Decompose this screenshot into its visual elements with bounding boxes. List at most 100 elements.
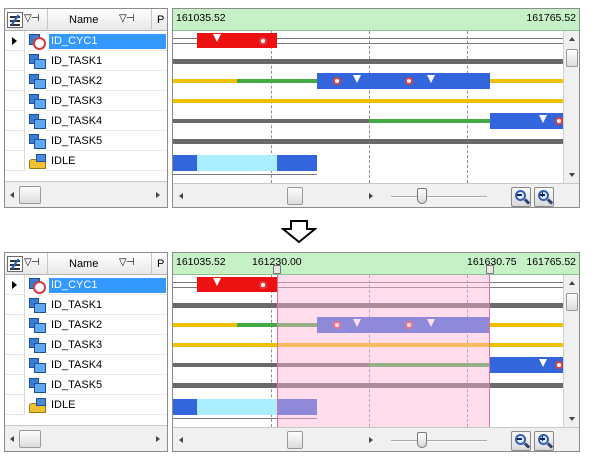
scroll-right-icon[interactable] [156, 436, 160, 442]
task-row-id-task4[interactable]: ID_TASK4 [5, 111, 167, 131]
trace-plot-area[interactable] [173, 31, 563, 183]
name-filter-pin-icon[interactable]: ▽⊣ [119, 257, 134, 268]
scroll-left-icon[interactable] [179, 437, 183, 443]
ready-state-bar[interactable] [237, 79, 317, 83]
zoom-slider-track[interactable] [391, 196, 487, 198]
column-divider[interactable] [151, 253, 152, 275]
ready-state-bar[interactable] [369, 119, 490, 123]
task-row-id-task3[interactable]: ID_TASK3 [5, 91, 167, 111]
task-icon [29, 134, 46, 149]
time-ruler[interactable]: 161035.52 161230.00 161630.75 161765.52 [173, 253, 579, 275]
idle-running-bar[interactable] [277, 155, 317, 171]
dormant-state-bar[interactable] [173, 139, 563, 144]
scroll-right-icon[interactable] [156, 192, 160, 198]
task-name: ID_TASK1 [51, 55, 103, 67]
dormant-state-bar[interactable] [173, 383, 563, 388]
scroll-left-icon[interactable] [10, 436, 14, 442]
zoom-in-button[interactable] [534, 431, 554, 451]
idle-running-bar[interactable] [277, 399, 317, 415]
waiting-state-bar[interactable] [490, 323, 563, 327]
timeline-chart: 161035.52 161765.52 [172, 8, 580, 208]
scrollbar-thumb[interactable] [19, 186, 41, 204]
task-name: ID_TASK3 [51, 95, 103, 107]
scroll-left-icon[interactable] [10, 192, 14, 198]
dormant-state-bar[interactable] [173, 119, 369, 123]
column-divider[interactable] [47, 253, 48, 275]
task-row-id-cyc1[interactable]: ID_CYC1 [5, 275, 167, 295]
trace-plot-area[interactable] [173, 275, 563, 427]
marker-2-handle[interactable] [486, 265, 494, 274]
scrollbar-thumb[interactable] [287, 187, 303, 205]
waiting-state-bar[interactable] [173, 79, 237, 83]
scrollbar-thumb[interactable] [287, 431, 303, 449]
zoom-slider-track[interactable] [391, 440, 487, 442]
running-state-bar[interactable] [490, 357, 563, 373]
task-row-id-task5[interactable]: ID_TASK5 [5, 375, 167, 395]
task-icon [29, 114, 46, 129]
time-ruler[interactable]: 161035.52 161765.52 [173, 9, 579, 31]
idle-light-bar[interactable] [197, 155, 277, 171]
cyclic-handler-icon [29, 278, 46, 294]
name-column-header[interactable]: Name [69, 258, 99, 270]
grid-line [271, 275, 272, 427]
scroll-right-icon[interactable] [369, 193, 373, 199]
idle-light-bar[interactable] [197, 399, 277, 415]
priority-column-header[interactable]: P [157, 258, 165, 270]
task-row-id-task5[interactable]: ID_TASK5 [5, 131, 167, 151]
task-row-id-task1[interactable]: ID_TASK1 [5, 295, 167, 315]
scroll-down-icon[interactable] [569, 417, 575, 421]
task-row-idle[interactable]: IDLE [5, 395, 167, 415]
ready-state-bar[interactable] [369, 363, 490, 367]
scrollbar-thumb[interactable] [19, 430, 41, 448]
zoom-in-button[interactable] [534, 187, 554, 207]
zoom-out-button[interactable] [511, 431, 531, 451]
priority-column-header[interactable]: P [157, 14, 165, 26]
scroll-up-icon[interactable] [569, 37, 575, 41]
scroll-right-icon[interactable] [369, 437, 373, 443]
zoom-out-button[interactable] [511, 187, 531, 207]
marker-1-handle[interactable] [273, 265, 281, 274]
running-state-bar[interactable] [490, 113, 563, 129]
scroll-down-icon[interactable] [569, 173, 575, 177]
column-divider[interactable] [151, 9, 152, 31]
scrollbar-thumb[interactable] [566, 49, 578, 67]
idle-running-bar[interactable] [173, 155, 197, 171]
zoom-slider-thumb[interactable] [417, 188, 427, 204]
task-row-id-task4[interactable]: ID_TASK4 [5, 355, 167, 375]
task-list-horizontal-scrollbar[interactable] [5, 425, 167, 451]
filter-pin-icon[interactable]: ▽⊣ [24, 257, 39, 268]
task-row-idle[interactable]: IDLE [5, 151, 167, 171]
dormant-state-bar[interactable] [173, 303, 563, 308]
waiting-state-bar[interactable] [173, 99, 563, 103]
column-settings-icon[interactable] [7, 12, 23, 28]
scroll-up-icon[interactable] [569, 281, 575, 285]
scroll-left-icon[interactable] [179, 193, 183, 199]
task-icon [29, 94, 46, 109]
running-state-bar[interactable] [317, 73, 490, 89]
grid-line [369, 31, 370, 183]
waiting-state-bar[interactable] [490, 79, 563, 83]
dispatch-marker-icon [427, 75, 435, 83]
waiting-state-bar[interactable] [173, 323, 237, 327]
task-row-id-task1[interactable]: ID_TASK1 [5, 51, 167, 71]
idle-running-bar[interactable] [173, 399, 197, 415]
waiting-state-bar[interactable] [173, 343, 563, 347]
column-divider[interactable] [47, 9, 48, 31]
task-row-id-task3[interactable]: ID_TASK3 [5, 335, 167, 355]
timeline-vertical-scrollbar[interactable] [563, 275, 579, 427]
dormant-state-bar[interactable] [173, 59, 563, 64]
scrollbar-thumb[interactable] [566, 293, 578, 311]
task-row-id-cyc1[interactable]: ID_CYC1 [5, 31, 167, 51]
zoom-slider-thumb[interactable] [417, 432, 427, 448]
timeline-vertical-scrollbar[interactable] [563, 31, 579, 183]
task-row-id-task2[interactable]: ID_TASK2 [5, 71, 167, 91]
name-column-header[interactable]: Name [69, 14, 99, 26]
column-settings-icon[interactable] [7, 256, 23, 272]
name-filter-pin-icon[interactable]: ▽⊣ [119, 13, 134, 24]
dormant-state-bar[interactable] [173, 363, 369, 367]
selected-time-range[interactable] [277, 275, 490, 427]
task-name: ID_TASK4 [51, 115, 103, 127]
task-list-horizontal-scrollbar[interactable] [5, 181, 167, 207]
filter-pin-icon[interactable]: ▽⊣ [24, 13, 39, 24]
task-row-id-task2[interactable]: ID_TASK2 [5, 315, 167, 335]
